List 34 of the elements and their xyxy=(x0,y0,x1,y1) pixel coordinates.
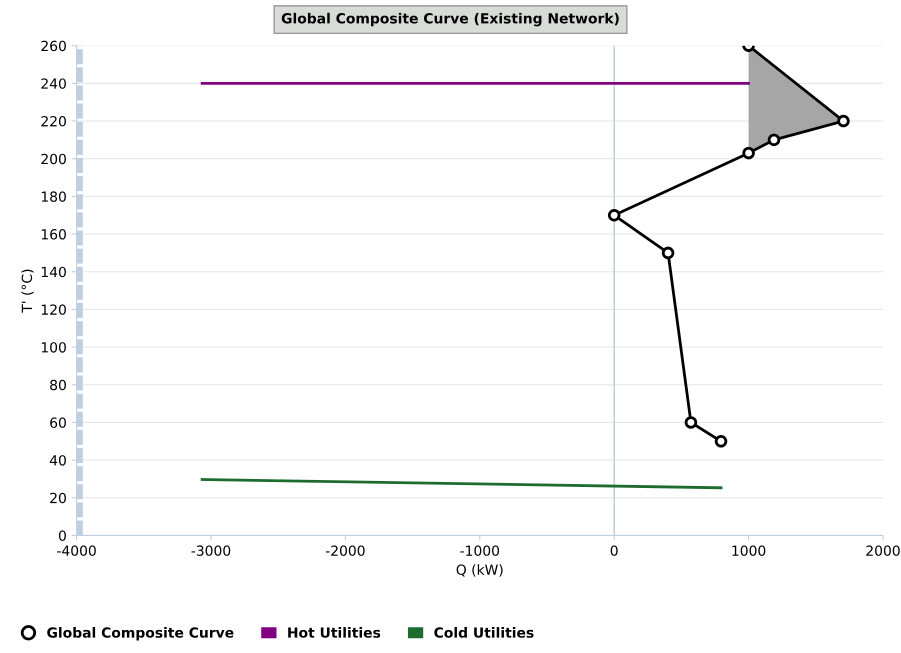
y-tick-label: 240 xyxy=(41,78,66,89)
x-tick-label: -1000 xyxy=(460,545,500,556)
y-tick-label: 200 xyxy=(41,154,66,164)
legend-label: Cold Utilities xyxy=(434,627,534,638)
y-axis-title: T' (°C) xyxy=(21,270,34,313)
y-tick-label: 180 xyxy=(42,191,66,202)
y-tick-label: 140 xyxy=(42,266,66,278)
y-tick-label: 0 xyxy=(58,530,66,541)
legend-label: Global Composite Curve xyxy=(47,627,234,640)
y-tick-label: 20 xyxy=(50,492,66,504)
point xyxy=(837,114,850,128)
y-tick-label: 160 xyxy=(42,229,66,240)
x-tick-label: 0 xyxy=(610,545,618,556)
point xyxy=(768,134,780,146)
y-tick-label: 260 xyxy=(41,40,66,52)
y-tick-label: 40 xyxy=(50,455,66,466)
point xyxy=(608,208,620,222)
chart-title: Global Composite Curve (Existing Network) xyxy=(282,12,619,26)
y-tick-label: 80 xyxy=(50,380,66,390)
y-tick-label: 220 xyxy=(41,116,66,127)
x-axis-title: Q (kW) xyxy=(456,564,503,577)
x-tick-label: 2000 xyxy=(866,545,900,556)
point xyxy=(742,146,755,160)
x-tick-label: -3000 xyxy=(191,545,230,556)
x-tick-label: -4000 xyxy=(57,545,96,556)
legend-label: Hot Utilities xyxy=(288,627,380,638)
point xyxy=(662,246,674,260)
point xyxy=(684,416,698,429)
y-tick-label: 120 xyxy=(42,304,66,315)
y-tick-label: 60 xyxy=(50,417,66,428)
x-tick-label: 1000 xyxy=(732,545,766,556)
y-tick-label: 100 xyxy=(42,342,66,353)
point xyxy=(714,435,728,448)
x-tick-label: -2000 xyxy=(326,545,365,556)
